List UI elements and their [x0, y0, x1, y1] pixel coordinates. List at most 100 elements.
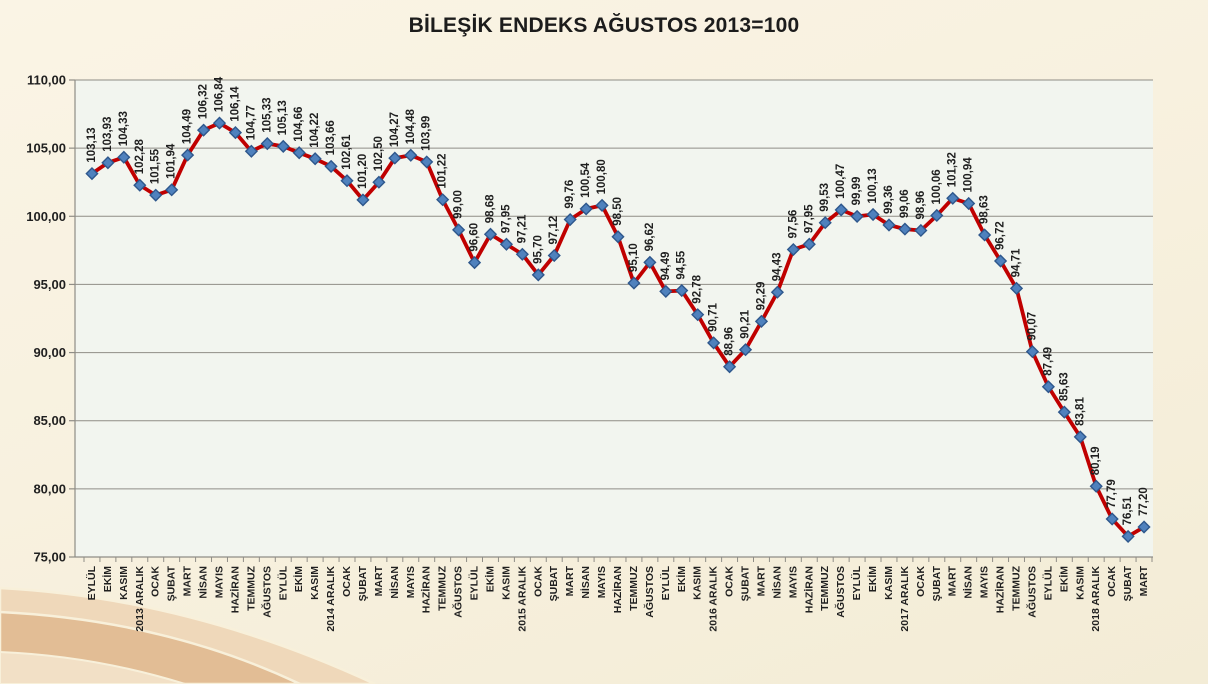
data-point-label: 100,13 [867, 168, 879, 203]
data-point-marker [898, 222, 912, 236]
x-axis-category-label: AĞUSTOS [834, 566, 847, 618]
data-point-marker [1073, 430, 1087, 444]
data-point-marker [738, 343, 753, 357]
data-point-marker [133, 178, 147, 192]
data-point-label: 105,13 [277, 100, 289, 135]
x-axis-category-label: EYLÜL [276, 565, 289, 600]
data-point-label: 104,33 [118, 111, 130, 146]
data-point-label: 97,95 [500, 204, 512, 233]
data-point-marker [659, 284, 673, 298]
x-axis-category-label: TEMMUZ [437, 565, 449, 610]
data-point-label: 100,47 [835, 164, 847, 199]
data-point-marker [1009, 281, 1024, 295]
data-point-label: 99,36 [883, 185, 895, 214]
data-point-label: 99,99 [851, 177, 863, 206]
data-point-marker [1105, 512, 1119, 526]
data-point-label: 101,55 [150, 148, 162, 184]
data-point-label: 96,72 [995, 221, 1007, 250]
data-point-label: 101,22 [437, 153, 449, 188]
data-point-marker [802, 237, 816, 251]
data-point-label: 104,48 [405, 108, 417, 144]
data-point-label: 95,70 [532, 235, 544, 264]
data-point-marker [165, 183, 179, 197]
data-point-marker [595, 198, 609, 212]
data-point-label: 98,68 [484, 194, 496, 223]
x-axis-category-label: TEMMUZ [819, 565, 831, 610]
data-point-marker [675, 283, 689, 298]
data-point-marker [627, 276, 641, 290]
x-axis-category-label: ŞUBAT [1122, 565, 1134, 601]
x-axis-category-label: MART [373, 565, 385, 596]
x-axis-category-label: EKİM [675, 566, 688, 593]
data-point-marker [101, 156, 115, 170]
data-point-marker [978, 228, 992, 242]
x-axis-category-label: NİSAN [770, 566, 783, 599]
data-point-label: 106,84 [213, 76, 225, 112]
x-axis-category-label: 2018 ARALIK [1090, 566, 1102, 632]
x-axis-category-label: AĞUSTOS [260, 566, 273, 618]
data-point-marker [324, 159, 338, 173]
data-point-marker [850, 209, 864, 224]
x-axis-category-label: 2016 ARALIK [708, 566, 720, 632]
data-point-marker [579, 202, 593, 216]
data-point-marker [1121, 529, 1135, 544]
data-point-marker [436, 193, 450, 207]
data-point-label: 90,07 [1026, 312, 1038, 341]
data-point-label: 94,71 [1011, 248, 1023, 277]
x-axis-category-label: KASIM [883, 566, 895, 600]
data-point-label: 77,20 [1138, 487, 1150, 516]
data-point-label: 98,96 [915, 191, 927, 220]
data-point-marker [404, 148, 418, 162]
data-point-marker [722, 360, 737, 374]
data-point-marker [1137, 520, 1151, 534]
data-point-marker [1041, 380, 1055, 394]
data-point-label: 104,77 [245, 105, 257, 140]
x-axis-category-label: HAZİRAN [611, 566, 624, 613]
data-point-label: 103,13 [86, 127, 98, 162]
x-axis-category-label: MART [1138, 565, 1150, 596]
data-point-marker [691, 308, 705, 322]
data-point-label: 76,51 [1122, 496, 1134, 525]
x-axis-category-label: AĞUSTOS [452, 566, 465, 618]
data-point-label: 97,56 [787, 210, 799, 239]
x-axis-category-label: AĞUSTOS [1025, 566, 1038, 618]
data-point-label: 102,28 [134, 138, 146, 174]
data-point-marker [531, 268, 545, 282]
data-point-label: 77,79 [1106, 479, 1118, 508]
data-point-marker [547, 248, 561, 263]
corner-decoration [0, 586, 376, 684]
data-point-label: 101,20 [357, 154, 369, 189]
data-point-label: 97,95 [803, 204, 815, 233]
x-axis-category-label: MAYIS [596, 566, 608, 598]
data-point-label: 85,63 [1058, 372, 1070, 401]
x-axis-category-label: EYLÜL [659, 565, 672, 600]
data-point-marker [914, 223, 928, 238]
data-point-label: 98,50 [612, 197, 624, 226]
x-axis-category-label: OCAK [915, 566, 927, 597]
x-axis-category-label: EYLÜL [850, 565, 863, 600]
x-axis-category-label: KASIM [1074, 566, 1086, 600]
data-point-marker [946, 191, 960, 205]
x-axis-category-label: EKİM [292, 566, 305, 593]
data-point-label: 104,27 [389, 112, 401, 147]
data-point-marker [754, 314, 769, 328]
data-point-marker [818, 216, 832, 230]
data-point-label: 102,61 [341, 134, 353, 170]
data-point-marker [228, 126, 243, 140]
data-point-marker [260, 137, 274, 151]
data-point-marker [707, 336, 721, 350]
plot-area [75, 80, 1153, 557]
data-point-marker [962, 196, 976, 211]
data-point-label: 103,66 [325, 120, 337, 155]
data-point-label: 97,12 [548, 216, 560, 245]
x-axis-category-label: MAYIS [405, 566, 417, 598]
data-point-label: 103,93 [102, 117, 114, 152]
data-point-marker [611, 230, 625, 244]
data-point-label: 99,00 [453, 190, 465, 219]
x-axis-category-label: 2013 ARALIK [134, 566, 146, 632]
x-axis-category-label: MART [182, 565, 194, 596]
data-point-label: 94,55 [676, 250, 688, 279]
chart-title: BİLEŞİK ENDEKS AĞUSTOS 2013=100 [408, 14, 800, 37]
data-point-label: 80,19 [1090, 446, 1102, 475]
